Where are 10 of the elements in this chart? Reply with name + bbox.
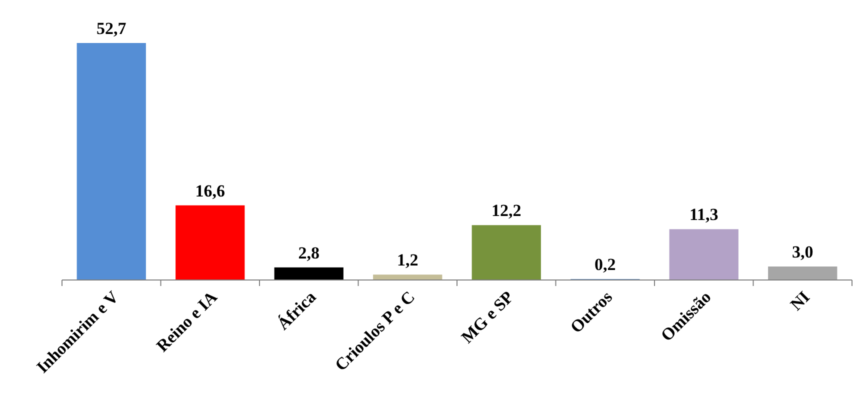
x-tick-label: MG e SP [458,287,518,347]
data-label: 16,6 [195,181,225,200]
data-label: 52,7 [96,19,127,38]
data-label: 0,2 [594,255,616,274]
data-label: 3,0 [792,242,814,262]
data-label: 11,3 [689,205,718,224]
data-label: 2,8 [298,243,320,262]
data-label: 1,2 [397,250,418,270]
data-label: 12,2 [492,201,522,220]
x-tick-label: NI [786,287,814,314]
